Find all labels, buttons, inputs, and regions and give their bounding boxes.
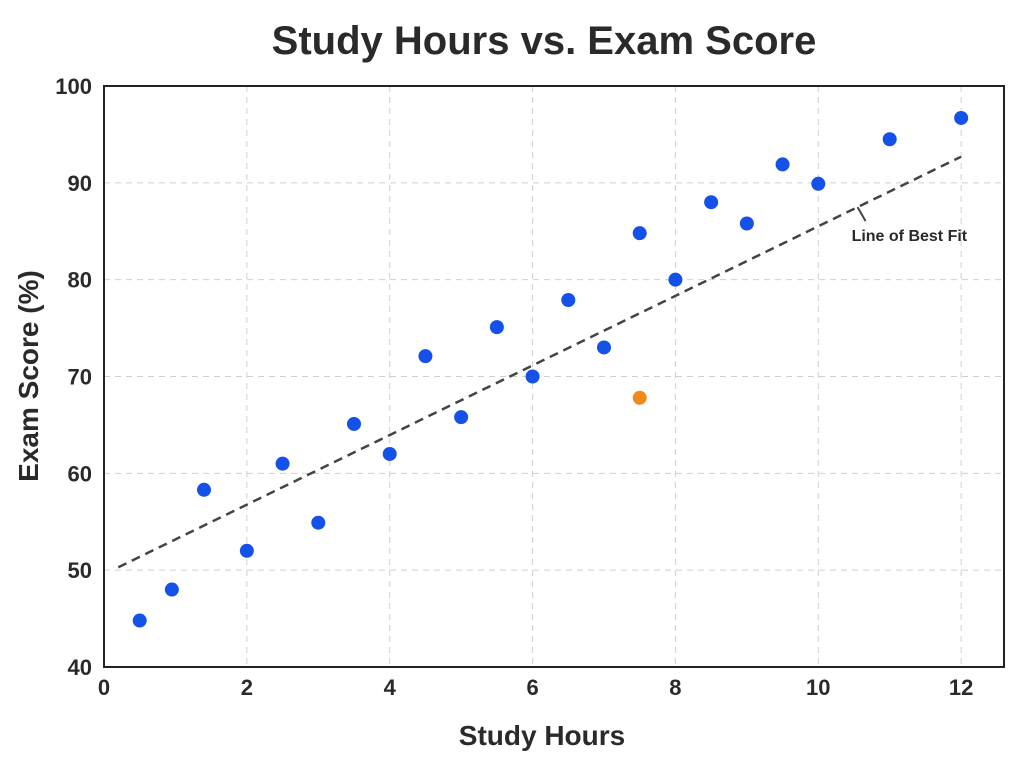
- axis-ticks: 0 2 4 6 8 10 12 40 50 60 70 80 90 100: [55, 74, 973, 700]
- y-tick-label: 70: [68, 365, 92, 390]
- data-point: [382, 446, 397, 461]
- data-point: [775, 157, 790, 172]
- x-tick-label: 8: [669, 675, 681, 700]
- y-axis-label: Exam Score (%): [13, 270, 44, 482]
- data-point: [632, 390, 647, 405]
- x-tick-label: 4: [384, 675, 397, 700]
- data-point: [347, 416, 361, 431]
- data-point: [561, 293, 576, 308]
- best-fit-annotation: Line of Best Fit: [852, 228, 968, 245]
- chart-title: Study Hours vs. Exam Score: [272, 19, 817, 63]
- data-point: [454, 410, 469, 425]
- data-points: [132, 110, 969, 628]
- data-point: [418, 349, 433, 364]
- data-point: [164, 582, 179, 597]
- y-tick-label: 90: [68, 171, 92, 196]
- x-axis-label: Study Hours: [459, 720, 625, 751]
- x-tick-label: 12: [949, 675, 973, 700]
- grid: [104, 86, 1004, 667]
- data-point: [811, 176, 826, 191]
- data-point: [197, 482, 211, 497]
- annotation-pointer: [856, 206, 867, 222]
- x-tick-label: 0: [98, 675, 110, 700]
- data-point: [739, 216, 754, 231]
- data-point: [882, 132, 897, 147]
- y-tick-label: 60: [68, 461, 92, 486]
- data-point: [132, 613, 147, 628]
- plot-area-frame: [103, 85, 1005, 668]
- data-point: [489, 320, 504, 335]
- data-point: [525, 369, 540, 384]
- x-tick-label: 10: [806, 675, 830, 700]
- x-tick-label: 6: [526, 675, 538, 700]
- data-point: [632, 226, 647, 241]
- x-tick-label: 2: [241, 675, 253, 700]
- data-point: [597, 340, 611, 355]
- data-point: [668, 272, 683, 287]
- data-point: [311, 515, 326, 530]
- y-tick-label: 40: [68, 655, 92, 680]
- data-point: [704, 195, 719, 210]
- best-fit-line: [117, 155, 962, 569]
- y-tick-label: 100: [55, 74, 92, 99]
- data-point: [239, 543, 254, 558]
- data-point: [275, 456, 290, 471]
- y-tick-label: 50: [68, 558, 92, 583]
- y-tick-label: 80: [68, 268, 92, 293]
- data-point: [954, 110, 969, 125]
